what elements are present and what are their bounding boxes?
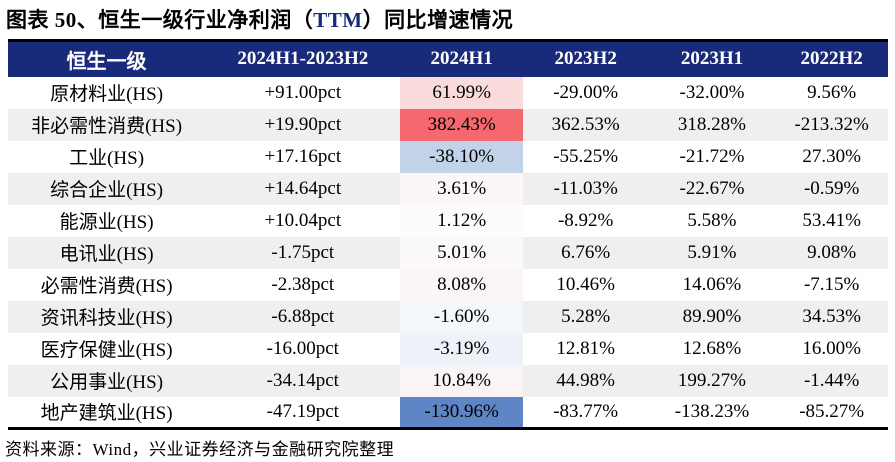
value-cell: 34.53%: [802, 305, 861, 327]
value-cell: 27.30%: [802, 145, 861, 167]
industry-cell: 综合企业(HS): [50, 180, 164, 201]
value-cell: -2.38pct: [271, 273, 335, 295]
figure-title-ttm: TTM: [313, 8, 363, 32]
value-cell: 362.53%: [551, 113, 620, 135]
value-cell: 44.98%: [556, 369, 615, 391]
value-cell-2024h1: 382.43%: [400, 108, 523, 141]
column-header-2023h2: 2023H2: [522, 40, 649, 77]
value-cell: +14.64pct: [264, 177, 342, 199]
value-cell-2024h1: -1.60%: [400, 300, 523, 333]
value-cell: 9.56%: [807, 81, 857, 103]
table-header: 恒生一级 2024H1-2023H2 2024H1 2023H2 2023H1 2022H…: [8, 40, 888, 77]
value-cell: -16.00pct: [266, 337, 339, 359]
value-cell-2024h1: 3.61%: [400, 172, 523, 205]
table-body: 原材料业(HS) +91.00pct 61.99% -29.00% -32.00% 9.5…: [8, 76, 888, 429]
industry-cell: 能源业(HS): [59, 212, 154, 233]
column-header-2023h1: 2023H1: [648, 40, 776, 77]
value-cell: -21.72%: [679, 145, 745, 167]
table-row: 非必需性消费(HS) +19.90pct 382.43% 362.53% 318.28%…: [8, 108, 888, 141]
value-cell: -83.77%: [553, 400, 619, 422]
value-cell: 5.28%: [561, 305, 611, 327]
table-row: 资讯科技业(HS) -6.88pct -1.60% 5.28% 89.90% 34.53%: [8, 300, 888, 333]
value-cell: 12.81%: [556, 337, 615, 359]
source-note: 资料来源：Wind，兴业证券经济与金融研究院整理: [5, 440, 395, 459]
industry-cell: 公用事业(HS): [50, 372, 164, 393]
table-header-row: 恒生一级 2024H1-2023H2 2024H1 2023H2 2023H1 2022H…: [8, 40, 888, 77]
value-cell: +10.04pct: [264, 209, 342, 231]
industry-cell: 电讯业(HS): [59, 244, 154, 265]
value-cell: -32.00%: [679, 81, 745, 103]
value-cell: -6.88pct: [271, 305, 335, 327]
value-cell: +19.90pct: [264, 113, 342, 135]
figure-title-prefix: 图表 50、恒生一级行业净利润（: [6, 8, 314, 32]
table-row: 工业(HS) +17.16pct -38.10% -55.25% -21.72% 27.3…: [8, 140, 888, 173]
value-cell-2024h1: -38.10%: [400, 140, 523, 173]
value-cell: 5.58%: [687, 209, 737, 231]
value-cell: 12.68%: [682, 337, 742, 359]
table-row: 综合企业(HS) +14.64pct 3.61% -11.03% -22.67% -0.5…: [8, 172, 888, 205]
value-cell: -1.44%: [803, 369, 860, 391]
industry-cell: 原材料业(HS): [50, 84, 164, 105]
value-cell: 6.76%: [561, 241, 611, 263]
table-row: 能源业(HS) +10.04pct 1.12% -8.92% 5.58% 53.41%: [8, 204, 888, 237]
column-header-2024h1: 2024H1: [400, 40, 523, 77]
value-cell: 14.06%: [682, 273, 742, 295]
value-cell-2024h1: 5.01%: [400, 236, 523, 269]
value-cell-2024h1: 61.99%: [400, 76, 523, 109]
value-cell: +17.16pct: [264, 145, 342, 167]
value-cell: -1.75pct: [271, 241, 335, 263]
table-row: 原材料业(HS) +91.00pct 61.99% -29.00% -32.00% 9.5…: [8, 76, 888, 109]
value-cell: -7.15%: [803, 273, 860, 295]
value-cell: 16.00%: [802, 337, 861, 359]
value-cell-2024h1: -3.19%: [400, 332, 523, 365]
column-header-industry: 恒生一级: [8, 40, 206, 77]
figure-title-suffix: ）同比增速情况: [362, 8, 514, 32]
value-cell: 10.46%: [556, 273, 615, 295]
value-cell: 318.28%: [677, 113, 746, 135]
table-row: 必需性消费(HS) -2.38pct 8.08% 10.46% 14.06% -7.15%: [8, 268, 888, 301]
value-cell: 9.08%: [807, 241, 857, 263]
value-cell: 5.91%: [687, 241, 737, 263]
value-cell-2024h1: 1.12%: [400, 204, 523, 237]
table-row: 电讯业(HS) -1.75pct 5.01% 6.76% 5.91% 9.08%: [8, 236, 888, 269]
industry-growth-table: 恒生一级 2024H1-2023H2 2024H1 2023H2 2023H1 2022H…: [8, 39, 888, 430]
value-cell: -47.19pct: [266, 400, 339, 422]
value-cell-2024h1: -130.96%: [400, 396, 523, 429]
value-cell: -22.67%: [679, 177, 745, 199]
value-cell: +91.00pct: [264, 81, 342, 103]
value-cell: -138.23%: [674, 400, 750, 422]
table-row: 地产建筑业(HS) -47.19pct -130.96% -83.77% -138.23…: [8, 396, 888, 429]
value-cell: 89.90%: [682, 305, 742, 327]
industry-cell: 工业(HS): [69, 148, 145, 169]
value-cell: 53.41%: [802, 209, 861, 231]
industry-cell: 医疗保健业(HS): [40, 340, 173, 361]
industry-cell: 非必需性消费(HS): [31, 116, 183, 137]
industry-cell: 资讯科技业(HS): [40, 308, 173, 329]
value-cell-2024h1: 10.84%: [400, 364, 523, 397]
value-cell: -85.27%: [799, 400, 865, 422]
value-cell-2024h1: 8.08%: [400, 268, 523, 301]
value-cell: 199.27%: [677, 369, 746, 391]
industry-cell: 地产建筑业(HS): [40, 403, 173, 425]
value-cell: -8.92%: [557, 209, 614, 231]
value-cell: -213.32%: [794, 113, 869, 135]
column-header-2022h2: 2022H2: [775, 40, 888, 77]
value-cell: -11.03%: [553, 177, 618, 199]
value-cell: -0.59%: [803, 177, 860, 199]
industry-cell: 必需性消费(HS): [40, 276, 173, 297]
table-row: 医疗保健业(HS) -16.00pct -3.19% 12.81% 12.68% 16.0…: [8, 332, 888, 365]
value-cell: -55.25%: [553, 145, 619, 167]
figure-title: 图表 50、恒生一级行业净利润（TTM）同比增速情况: [0, 0, 895, 39]
column-header-2024h1-2023h2: 2024H1-2023H2: [205, 40, 401, 77]
table-row: 公用事业(HS) -34.14pct 10.84% 44.98% 199.27% -1.4…: [8, 364, 888, 397]
value-cell: -34.14pct: [266, 369, 339, 391]
value-cell: -29.00%: [553, 81, 619, 103]
